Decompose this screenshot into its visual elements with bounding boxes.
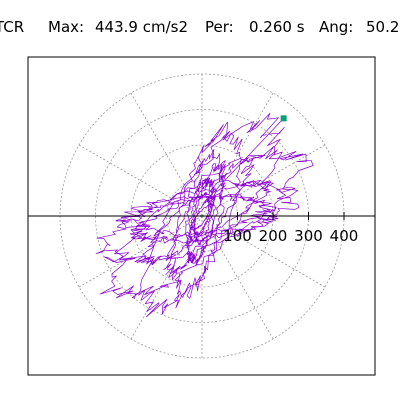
response-header: TCR Max: 443.9 cm/s2 Per: 0.260 s Ang: 5… (0, 18, 400, 40)
max-label: Max: (48, 18, 85, 36)
radial-tick-label-100: 100 (223, 227, 252, 245)
angle-label: Ang: (319, 18, 354, 36)
radial-tick-label-400: 400 (330, 227, 359, 245)
radial-tick-label-300: 300 (294, 227, 323, 245)
radial-tick-label-200: 200 (259, 227, 288, 245)
orbit-trace-path (95, 112, 314, 318)
max-value: 443.9 cm/s2 (95, 18, 188, 36)
orbit-trace (95, 112, 314, 318)
period-value: 0.260 s (249, 18, 305, 36)
radial-tick-labels: 100 200 300 400 (223, 227, 358, 245)
grid-spoke-150 (78, 144, 203, 217)
period-label: Per: (205, 18, 234, 36)
angle-value: 50.2 (366, 18, 400, 36)
peak-marker (280, 115, 287, 122)
radial-axis (28, 212, 375, 220)
station-code: TCR (0, 18, 25, 36)
